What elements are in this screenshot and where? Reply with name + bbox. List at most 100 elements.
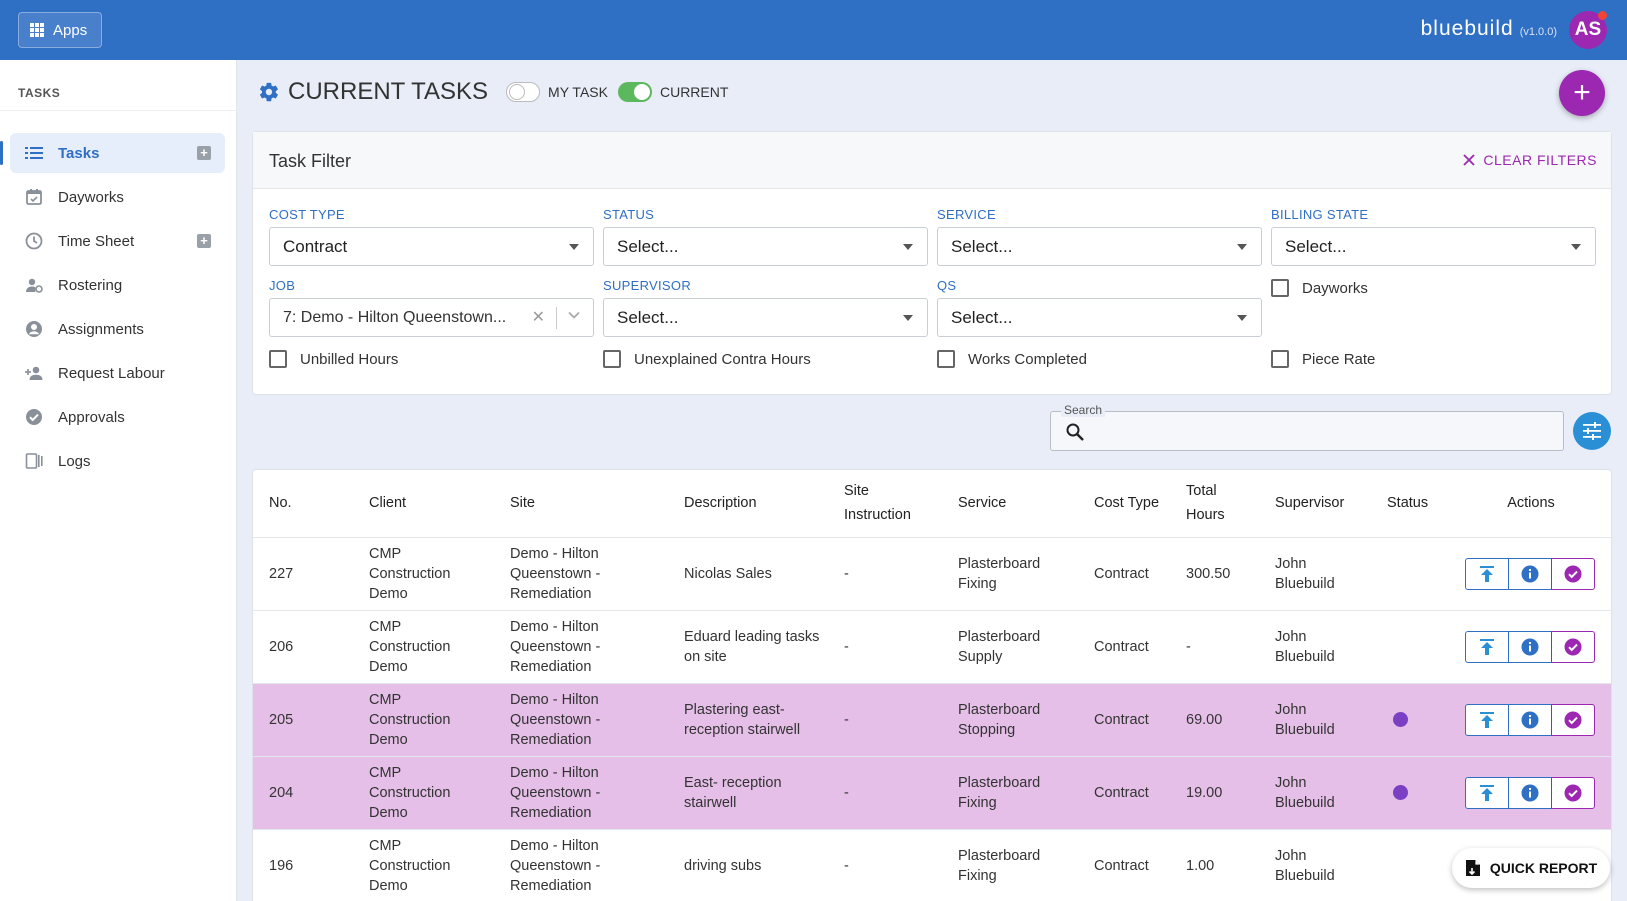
upload-button[interactable] — [1465, 630, 1509, 663]
checkbox-box[interactable] — [1271, 350, 1289, 368]
my-task-toggle[interactable] — [506, 82, 541, 102]
status-select[interactable]: Select... — [603, 227, 928, 266]
cell-no: 206 — [253, 610, 353, 684]
col-header-description[interactable]: Description — [668, 470, 828, 538]
checkbox-box[interactable] — [1271, 279, 1289, 297]
works-completed-checkbox[interactable]: Works Completed — [937, 350, 1087, 368]
add-time-sheet-icon[interactable]: + — [197, 234, 211, 248]
cell-total-hours: 69.00 — [1170, 683, 1259, 757]
row-actions — [1465, 557, 1611, 590]
sidebar-item-assignments[interactable]: Assignments — [10, 309, 225, 349]
qs-select[interactable]: Select... — [937, 298, 1262, 337]
filter-settings-button[interactable] — [1573, 412, 1611, 450]
info-button[interactable] — [1508, 776, 1552, 809]
cell-site: Demo - Hilton Queenstown - Remediation — [494, 756, 668, 830]
select-divider — [556, 307, 557, 329]
sidebar-item-dayworks[interactable]: Dayworks — [10, 177, 225, 217]
complete-button[interactable] — [1551, 630, 1595, 663]
report-file-icon — [1465, 860, 1480, 876]
dayworks-checkbox[interactable]: Dayworks — [1271, 279, 1368, 297]
sidebar-item-approvals[interactable]: Approvals — [10, 397, 225, 437]
gear-icon — [258, 81, 280, 103]
service-label: SERVICE — [937, 207, 996, 222]
checkbox-box[interactable] — [269, 350, 287, 368]
apps-button[interactable]: Apps — [18, 12, 102, 48]
unexplained-contra-hours-checkbox[interactable]: Unexplained Contra Hours — [603, 350, 811, 368]
col-header-client[interactable]: Client — [353, 470, 494, 538]
unbilled-hours-checkbox[interactable]: Unbilled Hours — [269, 350, 398, 368]
cell-client: CMP Construction Demo — [353, 756, 494, 830]
cell-site: Demo - Hilton Queenstown - Remediation — [494, 610, 668, 684]
table-row[interactable]: 204 CMP Construction Demo Demo - Hilton Qu… — [253, 756, 1611, 830]
clear-icon[interactable]: ✕ — [531, 309, 545, 326]
close-icon — [1463, 154, 1476, 166]
table-row[interactable]: 196 CMP Construction Demo Demo - Hilton Qu… — [253, 829, 1611, 901]
upload-button[interactable] — [1465, 557, 1509, 590]
user-avatar[interactable]: AS — [1569, 11, 1607, 49]
check-circle-icon — [24, 407, 44, 427]
table-row[interactable]: 206 CMP Construction Demo Demo - Hilton Qu… — [253, 610, 1611, 684]
billing-state-select[interactable]: Select... — [1271, 227, 1596, 266]
col-header-cost-type[interactable]: Cost Type — [1078, 470, 1170, 538]
info-button[interactable] — [1508, 630, 1552, 663]
search-input[interactable] — [1097, 418, 1547, 444]
quick-report-button[interactable]: QUICK REPORT — [1452, 848, 1610, 888]
cell-total-hours: 300.50 — [1170, 537, 1259, 611]
toggle-knob — [509, 84, 526, 100]
status-dot — [1393, 785, 1408, 800]
row-actions — [1465, 776, 1611, 809]
job-select[interactable]: 7: Demo - Hilton Queenstown... ✕ — [269, 298, 594, 337]
cell-supervisor: John Bluebuild — [1259, 829, 1371, 901]
current-toggle[interactable] — [617, 82, 652, 102]
upload-icon — [1480, 638, 1494, 655]
col-header-supervisor[interactable]: Supervisor — [1259, 470, 1371, 538]
cost-type-value: Contract — [283, 236, 348, 256]
table-row[interactable]: 227 CMP Construction Demo Demo - Hilton Qu… — [253, 537, 1611, 611]
info-button[interactable] — [1508, 557, 1552, 590]
check-circle-icon — [1564, 565, 1582, 582]
col-header-site-instruction[interactable]: Site Instruction — [828, 470, 942, 538]
piece-rate-checkbox[interactable]: Piece Rate — [1271, 350, 1375, 368]
col-header-actions: Actions — [1457, 470, 1611, 538]
check-circle-icon — [1564, 638, 1582, 655]
supervisor-select[interactable]: Select... — [603, 298, 928, 337]
sidebar-item-rostering[interactable]: Rostering — [10, 265, 225, 305]
quick-report-label: QUICK REPORT — [1489, 860, 1598, 876]
cell-cost-type: Contract — [1078, 829, 1170, 901]
complete-button[interactable] — [1551, 776, 1595, 809]
col-header-status[interactable]: Status — [1371, 470, 1457, 538]
table-row[interactable]: 205 CMP Construction Demo Demo - Hilton Qu… — [253, 683, 1611, 757]
current-label: CURRENT — [659, 84, 729, 100]
checkbox-box[interactable] — [603, 350, 621, 368]
sidebar-item-logs[interactable]: Logs — [10, 441, 225, 481]
upload-button[interactable] — [1465, 776, 1509, 809]
complete-button[interactable] — [1551, 703, 1595, 736]
col-header-service[interactable]: Service — [942, 470, 1078, 538]
upload-button[interactable] — [1465, 703, 1509, 736]
col-header-no[interactable]: No. — [253, 470, 353, 538]
caret-down-icon — [903, 315, 913, 321]
calendar-icon — [24, 187, 44, 207]
cost-type-label: COST TYPE — [269, 207, 345, 222]
page-title: CURRENT TASKS — [288, 78, 489, 105]
upload-icon — [1480, 711, 1494, 728]
cell-client: CMP Construction Demo — [353, 829, 494, 901]
sidebar-divider — [0, 110, 237, 111]
cell-actions — [1457, 537, 1611, 611]
service-select[interactable]: Select... — [937, 227, 1262, 266]
sidebar-item-time-sheet[interactable]: Time Sheet + — [10, 221, 225, 261]
clear-filters-button[interactable]: CLEAR FILTERS — [1463, 152, 1597, 168]
add-task-icon[interactable]: + — [197, 146, 211, 160]
info-button[interactable] — [1508, 703, 1552, 736]
unbilled-hours-label: Unbilled Hours — [300, 350, 399, 368]
cost-type-select[interactable]: Contract — [269, 227, 594, 266]
sidebar-item-tasks[interactable]: Tasks + — [0, 133, 225, 173]
cell-site: Demo - Hilton Queenstown - Remediation — [494, 683, 668, 757]
sidebar-item-request-labour[interactable]: Request Labour — [10, 353, 225, 393]
col-header-site[interactable]: Site — [494, 470, 668, 538]
add-task-fab[interactable]: + — [1559, 70, 1605, 116]
col-header-total-hours[interactable]: Total Hours — [1170, 470, 1259, 538]
complete-button[interactable] — [1551, 557, 1595, 590]
checkbox-box[interactable] — [937, 350, 955, 368]
toggle-knob — [633, 84, 650, 100]
